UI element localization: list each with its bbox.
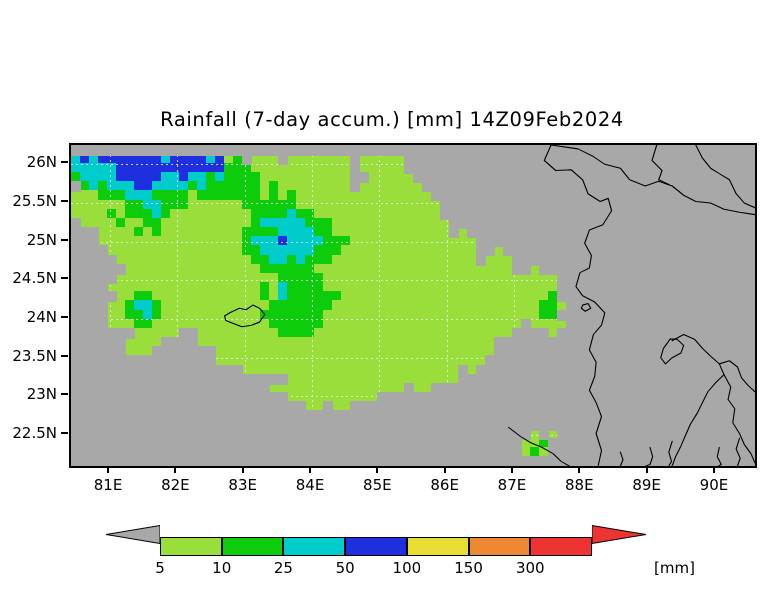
y-axis-tick-mark	[61, 277, 68, 280]
y-axis-tick-label: 25.5N	[12, 192, 57, 210]
y-axis-tick-mark	[61, 432, 68, 435]
colorbar-tick-label: 150	[454, 559, 483, 577]
x-axis-tick-mark	[712, 466, 715, 473]
y-axis-tick-mark	[61, 393, 68, 396]
colorbar-tick-label: 100	[392, 559, 422, 577]
x-axis-tick-mark	[174, 466, 177, 473]
x-axis-tick-label: 89E	[632, 476, 661, 494]
colorbar-segment[interactable]	[160, 537, 222, 556]
colorbar-tick-label: 300	[515, 559, 545, 577]
rainfall-raster-canvas	[71, 145, 755, 466]
x-axis-tick-mark	[241, 466, 244, 473]
x-axis-tick-label: 90E	[699, 476, 729, 494]
colorbar-under-arrow	[106, 525, 160, 544]
y-axis-tick-label: 25N	[26, 230, 57, 249]
x-axis-tick-mark	[376, 466, 379, 473]
x-axis-tick-label: 84E	[295, 476, 325, 494]
page-title: Rainfall (7-day accum.) [mm] 14Z09Feb202…	[160, 108, 624, 131]
x-axis-tick-mark	[645, 466, 648, 473]
x-axis-tick-mark	[107, 466, 110, 473]
y-axis-tick-label: 24N	[26, 308, 57, 327]
y-axis-tick-label: 23.5N	[12, 346, 57, 365]
y-axis-tick-label: 23N	[26, 385, 57, 404]
colorbar-tick-label: 25	[273, 559, 293, 577]
x-axis-tick-label: 85E	[363, 476, 392, 494]
x-axis-tick-label: 87E	[497, 476, 527, 494]
y-axis-tick-mark	[61, 238, 68, 241]
y-axis-tick-label: 22.5N	[12, 424, 57, 443]
x-axis-tick-mark	[443, 466, 446, 473]
map-plot-area[interactable]	[69, 143, 757, 468]
x-axis-tick-label: 81E	[93, 476, 123, 494]
colorbar-tick-label: 5	[155, 559, 165, 577]
x-axis-tick-mark	[578, 466, 581, 473]
x-axis-tick-label: 86E	[430, 476, 459, 494]
x-axis-tick-label: 83E	[228, 476, 257, 494]
y-axis-tick-mark	[61, 161, 68, 164]
x-axis-tick-mark	[510, 466, 513, 473]
colorbar-segment[interactable]	[530, 537, 592, 556]
y-axis-tick-mark	[61, 200, 68, 202]
colorbar-tick-label: 10	[212, 559, 232, 577]
y-axis-tick-mark	[61, 316, 68, 319]
y-axis-tick-label: 24.5N	[12, 269, 57, 288]
colorbar-segment[interactable]	[468, 537, 531, 556]
colorbar-unit-label: [mm]	[654, 559, 695, 577]
colorbar-tick-label: 50	[335, 559, 355, 577]
y-axis-tick-mark	[61, 354, 68, 357]
colorbar-over-arrow	[592, 525, 646, 544]
x-axis-tick-label: 82E	[161, 476, 190, 494]
colorbar-segment[interactable]	[406, 537, 469, 556]
colorbar-segment[interactable]	[221, 537, 284, 556]
colorbar-segment[interactable]	[283, 537, 346, 556]
x-axis-tick-label: 88E	[565, 476, 594, 494]
x-axis-tick-mark	[309, 466, 312, 473]
colorbar-segments	[160, 537, 592, 556]
y-axis-tick-label: 26N	[26, 153, 57, 172]
colorbar-segment[interactable]	[345, 537, 407, 556]
colorbar-legend[interactable]: 5 10 25 50 100 150 300 [mm]	[0, 525, 784, 585]
